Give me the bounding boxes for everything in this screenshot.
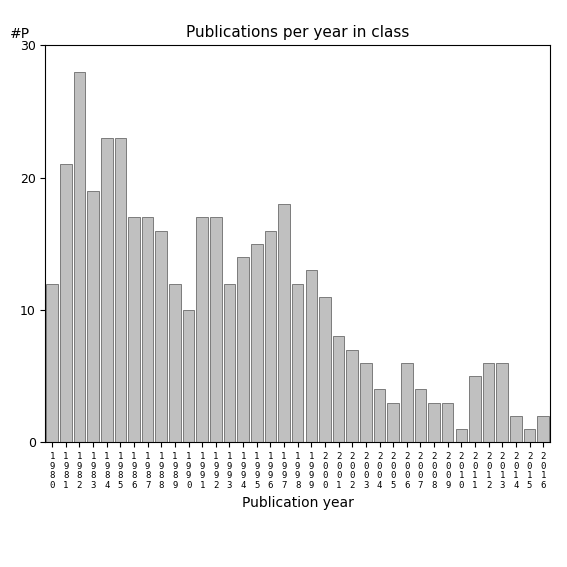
Bar — [292, 284, 303, 442]
Bar — [333, 336, 344, 442]
Bar — [374, 390, 386, 442]
Bar — [414, 390, 426, 442]
Bar — [101, 138, 112, 442]
Bar — [142, 217, 154, 442]
Bar — [210, 217, 222, 442]
Bar — [265, 231, 276, 442]
X-axis label: Publication year: Publication year — [242, 496, 354, 510]
Bar — [155, 231, 167, 442]
Bar — [251, 244, 263, 442]
Bar — [469, 376, 481, 442]
Bar — [224, 284, 235, 442]
Bar — [428, 403, 440, 442]
Bar — [401, 363, 413, 442]
Bar — [74, 72, 85, 442]
Bar — [46, 284, 58, 442]
Bar — [87, 191, 99, 442]
Bar — [346, 350, 358, 442]
Bar — [497, 363, 508, 442]
Bar — [169, 284, 181, 442]
Bar — [278, 204, 290, 442]
Bar — [183, 310, 194, 442]
Text: #P: #P — [10, 27, 30, 41]
Bar — [196, 217, 208, 442]
Bar — [319, 297, 331, 442]
Bar — [442, 403, 454, 442]
Bar — [524, 429, 535, 442]
Bar — [306, 270, 317, 442]
Bar — [128, 217, 140, 442]
Bar — [238, 257, 249, 442]
Bar — [115, 138, 126, 442]
Bar — [455, 429, 467, 442]
Bar — [60, 164, 71, 442]
Bar — [360, 363, 371, 442]
Bar — [483, 363, 494, 442]
Bar — [538, 416, 549, 442]
Bar — [387, 403, 399, 442]
Title: Publications per year in class: Publications per year in class — [186, 25, 409, 40]
Bar — [510, 416, 522, 442]
